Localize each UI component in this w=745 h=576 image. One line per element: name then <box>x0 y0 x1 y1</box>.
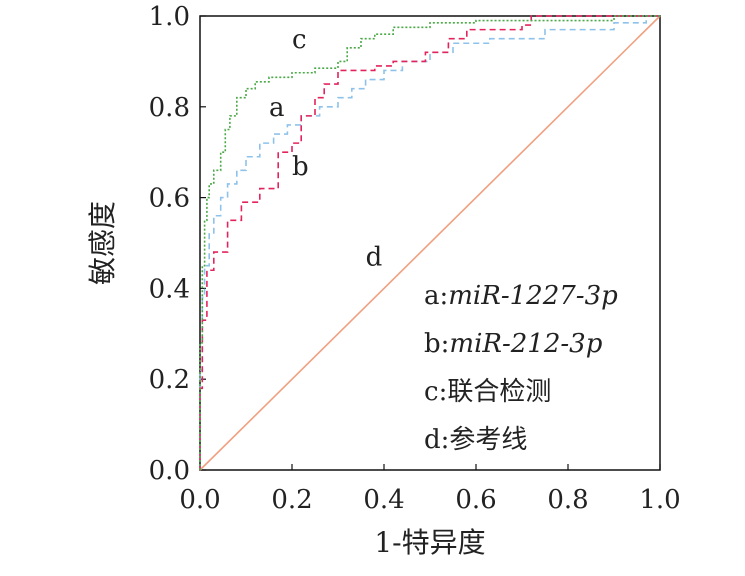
legend-label: 参考线 <box>449 425 527 455</box>
axis-ticks: 0.0 0.2 0.4 0.6 0.8 1.0 0.0 0.2 0.4 0.6 0.8 1.0 <box>149 2 681 515</box>
x-tick-label: 0.0 <box>179 485 220 515</box>
curve-label-c: c <box>292 25 307 55</box>
series-line-b <box>199 15 660 470</box>
x-tick-label: 0.2 <box>271 485 312 515</box>
x-tick-label: 0.4 <box>363 485 404 515</box>
y-tick-label: 0.0 <box>149 456 190 486</box>
y-tick-label: 0.8 <box>149 93 190 123</box>
y-tick-label: 0.2 <box>149 365 190 395</box>
legend-label: miR-212-3p <box>449 329 602 359</box>
series-line-c <box>199 15 660 470</box>
curve-labels: ab c d <box>269 25 382 273</box>
series-line-d <box>199 15 661 471</box>
plot-frame <box>199 15 661 471</box>
x-tick-label: 0.6 <box>455 485 496 515</box>
legend-key: a <box>424 281 440 311</box>
curve-label-b: b <box>292 152 309 182</box>
y-axis-title: 敏感度 <box>86 201 119 285</box>
legend-entry-b: b:miR-212-3p <box>424 329 603 359</box>
legend-entry-d: d:参考线 <box>424 425 527 455</box>
legend-key: b <box>424 329 441 359</box>
legend-key: d <box>424 425 441 455</box>
legend-entry-a: a:miR-1227-3p <box>424 281 618 311</box>
legend-separator: : <box>441 425 450 455</box>
y-tick-label: 0.6 <box>149 184 190 214</box>
legend-key: c <box>424 377 439 407</box>
x-tick-label: 0.8 <box>547 485 588 515</box>
legend-label: 联合检测 <box>447 377 551 407</box>
legend-label: miR-1227-3p <box>448 281 618 311</box>
legend-separator: : <box>440 281 449 311</box>
series-layer <box>199 15 661 471</box>
legend-separator: : <box>441 329 450 359</box>
legend-entry-c: c:联合检测 <box>424 377 551 407</box>
y-tick-label: 0.4 <box>149 274 190 304</box>
x-tick-label: 1.0 <box>639 485 680 515</box>
curve-label-d: d <box>366 243 383 273</box>
curve-label-a: a <box>269 93 285 123</box>
x-axis-title: 1-特异度 <box>374 526 485 559</box>
legend-separator: : <box>439 377 448 407</box>
y-tick-label: 1.0 <box>149 2 190 32</box>
